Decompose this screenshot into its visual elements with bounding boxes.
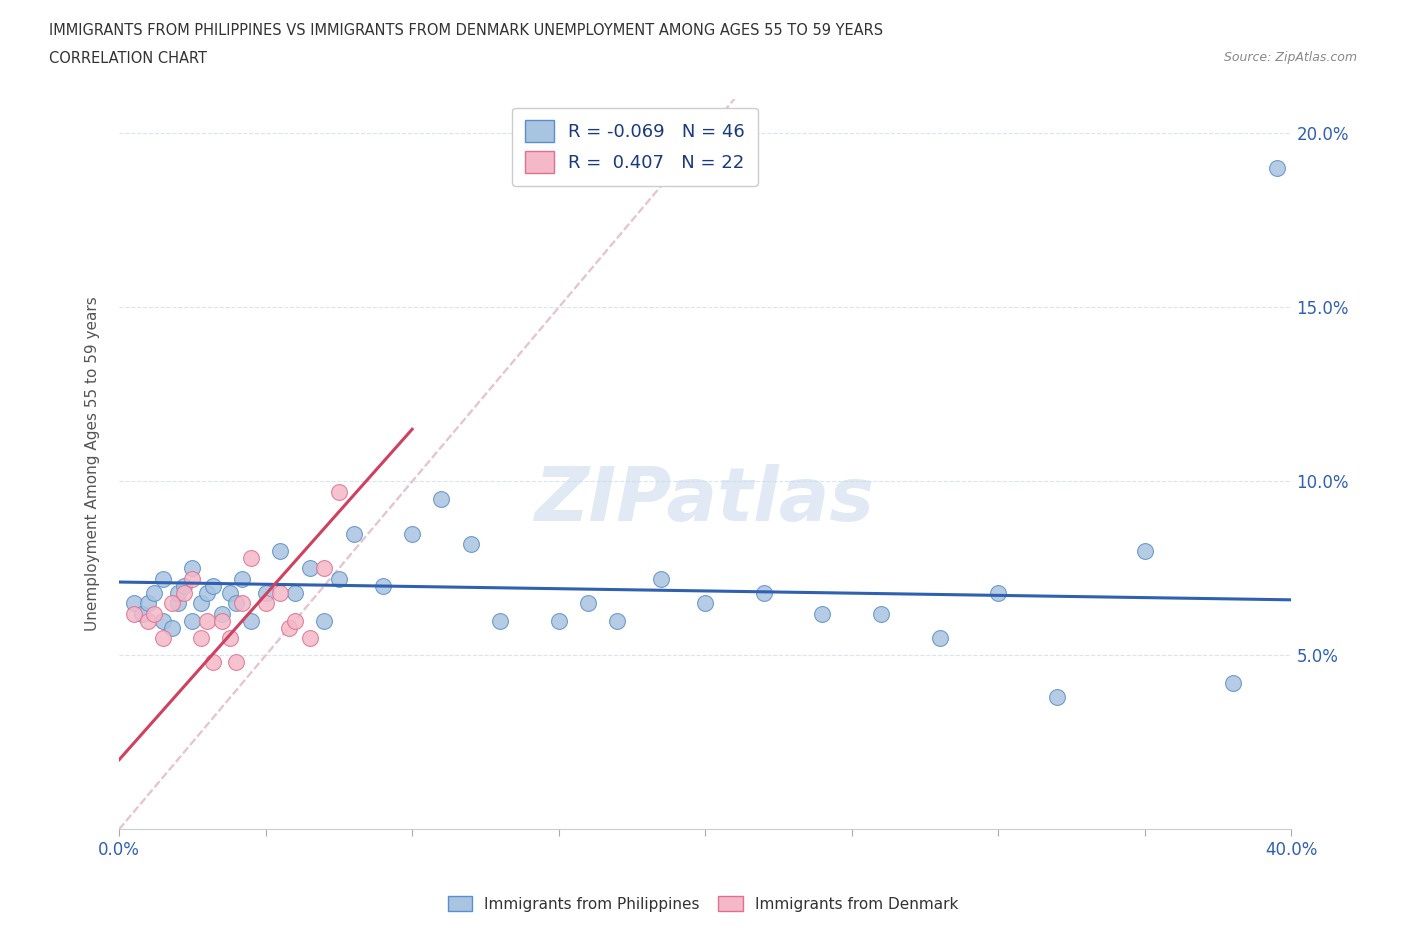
Point (314, 561, 336, 576)
Point (489, 613, 512, 628)
Point (225, 596, 247, 611)
Point (239, 551, 262, 565)
Point (219, 631, 242, 645)
Point (695, 596, 717, 611)
Point (195, 585, 218, 600)
Point (269, 585, 291, 600)
Point (650, 571, 672, 586)
Legend: R = -0.069   N = 46, R =  0.407   N = 22: R = -0.069 N = 46, R = 0.407 N = 22 (512, 108, 758, 186)
Point (342, 526, 364, 541)
Point (122, 606, 145, 621)
Point (143, 585, 166, 600)
Point (231, 571, 253, 586)
Point (181, 571, 204, 586)
Point (371, 578, 394, 593)
Point (211, 606, 233, 621)
Point (987, 585, 1010, 600)
Point (460, 537, 482, 551)
Point (576, 596, 599, 611)
Point (152, 613, 174, 628)
Point (328, 571, 350, 586)
Point (138, 596, 160, 611)
Point (190, 631, 212, 645)
Point (190, 596, 212, 611)
Point (225, 655, 247, 670)
Point (284, 613, 307, 628)
Point (1133, 544, 1156, 559)
Point (430, 491, 453, 506)
Point (752, 585, 775, 600)
Point (152, 571, 174, 586)
Point (219, 585, 242, 600)
Point (1265, 161, 1288, 176)
Point (181, 613, 204, 628)
Point (173, 578, 195, 593)
Point (606, 613, 628, 628)
Point (152, 631, 174, 645)
Point (160, 620, 183, 635)
Text: CORRELATION CHART: CORRELATION CHART (49, 51, 207, 66)
Point (269, 544, 291, 559)
Point (811, 606, 834, 621)
Point (160, 596, 183, 611)
Point (166, 585, 188, 600)
Text: ZIPatlas: ZIPatlas (536, 464, 876, 538)
Point (401, 526, 423, 541)
Point (298, 561, 321, 576)
Point (239, 613, 262, 628)
Text: IMMIGRANTS FROM PHILIPPINES VS IMMIGRANTS FROM DENMARK UNEMPLOYMENT AMONG AGES 5: IMMIGRANTS FROM PHILIPPINES VS IMMIGRANT… (49, 23, 883, 38)
Point (547, 613, 569, 628)
Point (143, 606, 166, 621)
Point (254, 585, 277, 600)
Point (1046, 690, 1069, 705)
Point (138, 613, 160, 628)
Point (231, 596, 253, 611)
Point (278, 620, 301, 635)
Y-axis label: Unemployment Among Ages 55 to 59 years: Unemployment Among Ages 55 to 59 years (86, 297, 100, 631)
Point (328, 485, 350, 499)
Point (211, 613, 233, 628)
Point (298, 631, 321, 645)
Point (314, 613, 336, 628)
Legend: Immigrants from Philippines, Immigrants from Denmark: Immigrants from Philippines, Immigrants … (441, 889, 965, 918)
Text: Source: ZipAtlas.com: Source: ZipAtlas.com (1223, 51, 1357, 64)
Point (181, 561, 204, 576)
Point (122, 596, 145, 611)
Point (201, 578, 224, 593)
Point (254, 596, 277, 611)
Point (131, 606, 153, 621)
Point (195, 613, 218, 628)
Point (1222, 676, 1244, 691)
Point (201, 655, 224, 670)
Point (173, 585, 195, 600)
Point (284, 585, 307, 600)
Point (928, 631, 950, 645)
Point (870, 606, 893, 621)
Point (166, 596, 188, 611)
